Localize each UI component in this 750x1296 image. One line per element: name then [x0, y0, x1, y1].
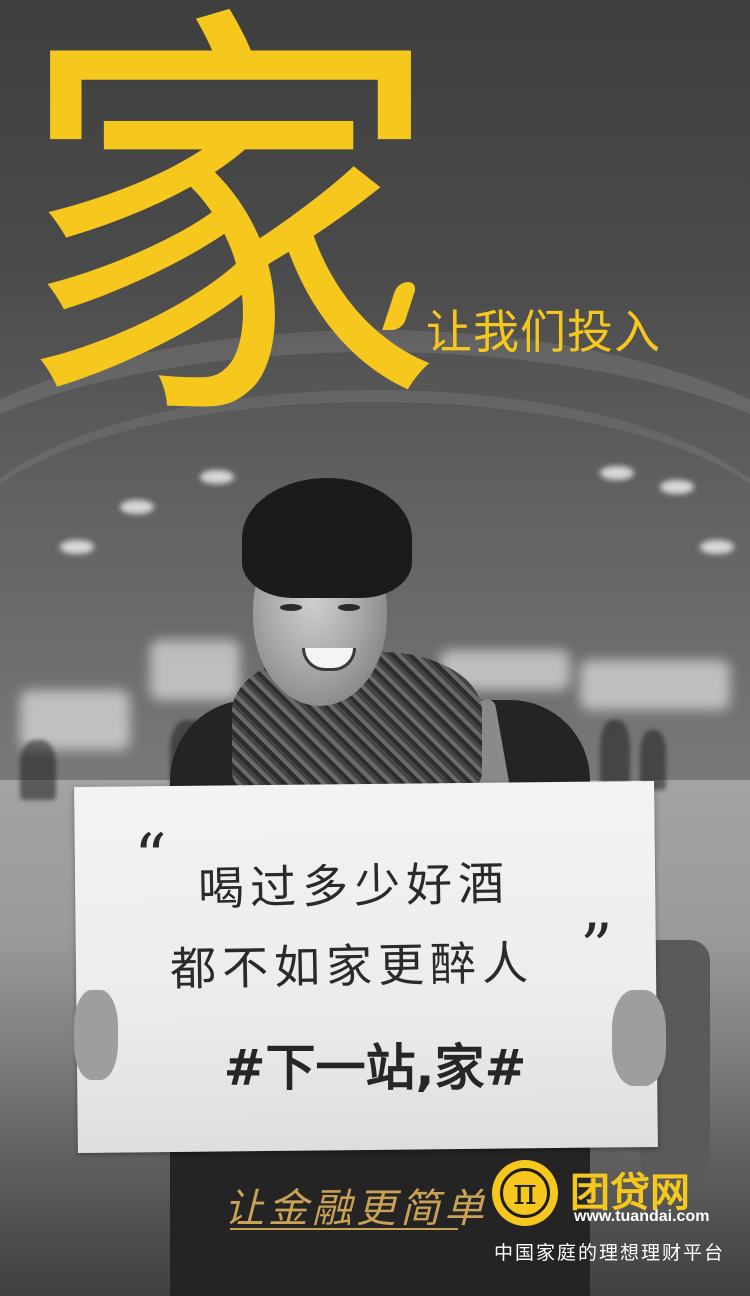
ceiling-light — [200, 470, 234, 484]
sign-hashtag: #下一站,家# — [223, 1039, 527, 1097]
sign-line-2: 都不如家更醉人 — [169, 935, 535, 997]
ceiling-light — [120, 500, 154, 514]
right-hand — [612, 990, 666, 1086]
shop-glow — [580, 660, 730, 710]
sign-quote-close: ” — [580, 911, 613, 985]
left-hand — [74, 990, 118, 1080]
sign-quote-open: “ — [134, 821, 167, 895]
ceiling-light — [660, 480, 694, 494]
passerby — [640, 730, 666, 790]
brand-tagline: 中国家庭的理想理财平台 — [494, 1242, 726, 1264]
hair — [242, 478, 412, 598]
shop-glow — [150, 640, 240, 700]
ceiling-light — [60, 540, 94, 554]
brand-url: www.tuandai.com — [574, 1208, 710, 1225]
sign-line-1: 喝过多少好酒 — [197, 856, 511, 916]
brand-name: 团贷网 — [570, 1170, 690, 1216]
right-eye — [338, 604, 360, 611]
passerby — [20, 740, 56, 800]
slogan-underline — [230, 1228, 458, 1230]
pi-logo-icon: π — [500, 1168, 550, 1218]
headline-subtitle: 让我们投入 — [426, 305, 661, 359]
ceiling-light — [700, 540, 734, 554]
left-eye — [280, 604, 302, 611]
headline-big-character: 家 — [14, 0, 444, 475]
ceiling-light — [600, 466, 634, 480]
slogan-text: 让金融更简单 — [224, 1186, 488, 1232]
passerby — [600, 720, 630, 790]
